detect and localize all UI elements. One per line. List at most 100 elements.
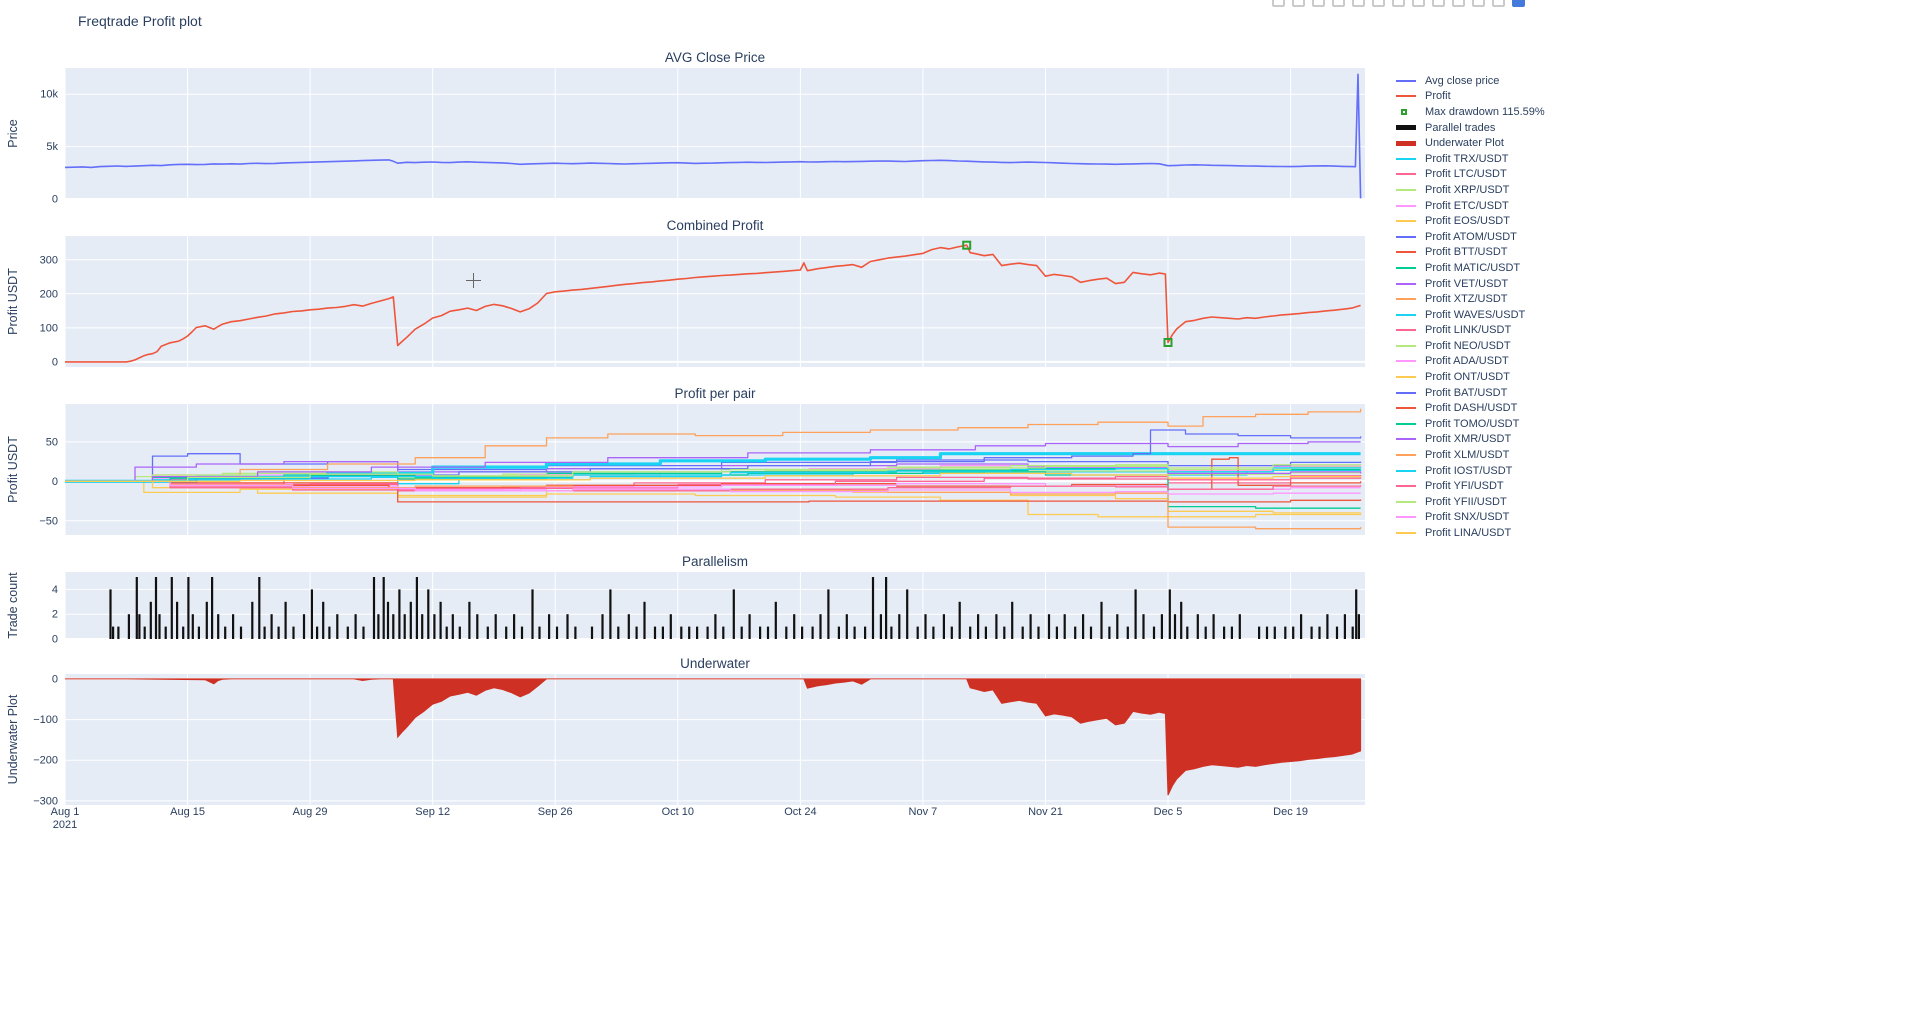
legend-item-profit-ont-usdt[interactable]: Profit ONT/USDT (1396, 369, 1545, 385)
legend-item-profit-neo-usdt[interactable]: Profit NEO/USDT (1396, 338, 1545, 354)
zoom-in-icon[interactable] (1372, 0, 1385, 7)
avg-close-price-chart[interactable]: 0 5k 10k Price (0, 68, 1380, 206)
legend-item-underwater-plot[interactable]: Underwater Plot (1396, 135, 1545, 151)
legend-item-profit-yfii-usdt[interactable]: Profit YFII/USDT (1396, 494, 1545, 510)
plot-background[interactable] (65, 236, 1365, 367)
x-axis: Aug 1 2021 Aug 15 Aug 29 Sep 12 Sep 26 Oct 10 O… (0, 806, 1450, 838)
max-drawdown-marker (1163, 338, 1173, 347)
legend-label: Profit ATOM/USDT (1425, 230, 1517, 243)
legend-label: Profit BTT/USDT (1425, 246, 1508, 259)
legend-line-swatch (1396, 298, 1420, 301)
underwater-chart[interactable]: 0 −100 −200 −300 Underwater Plot (0, 673, 1380, 807)
x-tick-label: Sep 26 (537, 806, 573, 818)
legend-label: Profit LINK/USDT (1425, 324, 1512, 337)
legend-label: Profit LTC/USDT (1425, 168, 1507, 181)
legend-item-profit-link-usdt[interactable]: Profit LINK/USDT (1396, 323, 1545, 339)
chart-title-parallelism: Parallelism (681, 554, 749, 569)
y-tick-label: 10k (40, 89, 58, 101)
legend-item-profit-yfi-usdt[interactable]: Profit YFI/USDT (1396, 478, 1545, 494)
legend-item-profit-lina-usdt[interactable]: Profit LINA/USDT (1396, 525, 1545, 541)
hover-compare-icon[interactable] (1492, 0, 1505, 7)
legend-item-max-drawdown-115-59[interactable]: Max drawdown 115.59% (1396, 104, 1545, 120)
legend-item-profit-xtz-usdt[interactable]: Profit XTZ/USDT (1396, 291, 1545, 307)
max-drawdown-marker (962, 240, 972, 250)
legend-item-profit-xrp-usdt[interactable]: Profit XRP/USDT (1396, 182, 1545, 198)
legend-item-profit-tomo-usdt[interactable]: Profit TOMO/USDT (1396, 416, 1545, 432)
legend-item-avg-close-price[interactable]: Avg close price (1396, 73, 1545, 89)
zoom-icon[interactable] (1292, 0, 1305, 7)
chart-title-underwater: Underwater (680, 656, 750, 671)
legend-item-parallel-trades[interactable]: Parallel trades (1396, 120, 1545, 136)
y-tick-label: −300 (33, 795, 58, 807)
y-tick-label: 300 (40, 254, 58, 266)
combined-profit-chart[interactable]: 0 100 200 300 Profit USDT (0, 236, 1380, 368)
series-profit-lina-usdt (65, 472, 1362, 482)
legend-item-profit-xlm-usdt[interactable]: Profit XLM/USDT (1396, 447, 1545, 463)
autoscale-icon[interactable] (1412, 0, 1425, 7)
legend-label: Profit LINA/USDT (1425, 527, 1512, 540)
legend-item-profit-matic-usdt[interactable]: Profit MATIC/USDT (1396, 260, 1545, 276)
legend-label: Profit XTZ/USDT (1425, 293, 1508, 306)
legend-item-profit-atom-usdt[interactable]: Profit ATOM/USDT (1396, 229, 1545, 245)
legend-line-swatch (1396, 266, 1420, 269)
box-select-icon[interactable] (1332, 0, 1345, 7)
toggle-spikelines-icon[interactable] (1452, 0, 1465, 7)
legend-label: Profit SNX/USDT (1425, 511, 1510, 524)
legend-item-profit-trx-usdt[interactable]: Profit TRX/USDT (1396, 151, 1545, 167)
legend-label: Profit (1425, 90, 1451, 103)
legend-item-profit-iost-usdt[interactable]: Profit IOST/USDT (1396, 463, 1545, 479)
legend-item-profit-xmr-usdt[interactable]: Profit XMR/USDT (1396, 432, 1545, 448)
series-profit-dash-usdt (65, 480, 1362, 503)
y-axis-title: Price (6, 119, 20, 148)
zoom-out-icon[interactable] (1392, 0, 1405, 7)
legend-line-swatch (1396, 140, 1420, 146)
legend-label: Profit VET/USDT (1425, 277, 1509, 290)
reset-axes-icon[interactable] (1432, 0, 1445, 7)
series-profit-yfi-usdt (65, 480, 1362, 492)
legend-item-profit-snx-usdt[interactable]: Profit SNX/USDT (1396, 510, 1545, 526)
legend-label: Profit XLM/USDT (1425, 449, 1510, 462)
x-tick-label: Dec 5 (1153, 806, 1183, 818)
y-tick-label: 0 (52, 356, 58, 368)
legend-item-profit-btt-usdt[interactable]: Profit BTT/USDT (1396, 245, 1545, 261)
legend-line-swatch (1396, 204, 1420, 207)
pan-icon[interactable] (1312, 0, 1325, 7)
legend-item-profit-dash-usdt[interactable]: Profit DASH/USDT (1396, 400, 1545, 416)
legend-item-profit-ltc-usdt[interactable]: Profit LTC/USDT (1396, 167, 1545, 183)
legend-item-profit-vet-usdt[interactable]: Profit VET/USDT (1396, 276, 1545, 292)
series-profit-bat-usdt (65, 429, 1362, 482)
y-tick-label: 50 (46, 436, 58, 448)
legend-square-marker (1396, 108, 1420, 115)
legend: Avg close price Profit Max drawdown 115.59… (1396, 73, 1545, 541)
legend-item-profit-etc-usdt[interactable]: Profit ETC/USDT (1396, 198, 1545, 214)
lasso-select-icon[interactable] (1352, 0, 1365, 7)
mouse-cursor-crosshair (466, 273, 481, 288)
hover-closest-icon[interactable] (1472, 0, 1485, 7)
y-tick-label: 2 (52, 609, 58, 621)
x-tick-label: Sep 12 (415, 806, 451, 818)
plot-background[interactable] (65, 68, 1365, 199)
legend-item-profit-waves-usdt[interactable]: Profit WAVES/USDT (1396, 307, 1545, 323)
legend-item-profit-eos-usdt[interactable]: Profit EOS/USDT (1396, 213, 1545, 229)
y-tick-label: −100 (33, 714, 58, 726)
legend-line-swatch (1396, 188, 1420, 191)
legend-label: Profit YFI/USDT (1425, 480, 1504, 493)
legend-label: Profit WAVES/USDT (1425, 308, 1526, 321)
parallelism-chart[interactable]: 0 2 4 Trade count (0, 572, 1380, 646)
series-profit-xtz-usdt (65, 408, 1362, 482)
series-profit-snx-usdt (65, 480, 1361, 495)
legend-item-profit[interactable]: Profit (1396, 89, 1545, 105)
y-tick-label: −50 (39, 515, 58, 527)
profit-per-pair-chart[interactable]: −50 0 50 Profit USDT (0, 404, 1380, 535)
legend-line-swatch (1396, 360, 1420, 363)
legend-line-swatch (1396, 469, 1420, 472)
legend-label: Profit BAT/USDT (1425, 386, 1508, 399)
legend-item-profit-bat-usdt[interactable]: Profit BAT/USDT (1396, 385, 1545, 401)
legend-line-swatch (1396, 157, 1420, 160)
plotly-logo[interactable] (1512, 0, 1525, 7)
legend-item-profit-ada-usdt[interactable]: Profit ADA/USDT (1396, 354, 1545, 370)
legend-line-swatch (1396, 500, 1420, 503)
legend-label: Profit TOMO/USDT (1425, 417, 1520, 430)
legend-label: Profit DASH/USDT (1425, 402, 1518, 415)
camera-icon[interactable] (1272, 0, 1285, 7)
